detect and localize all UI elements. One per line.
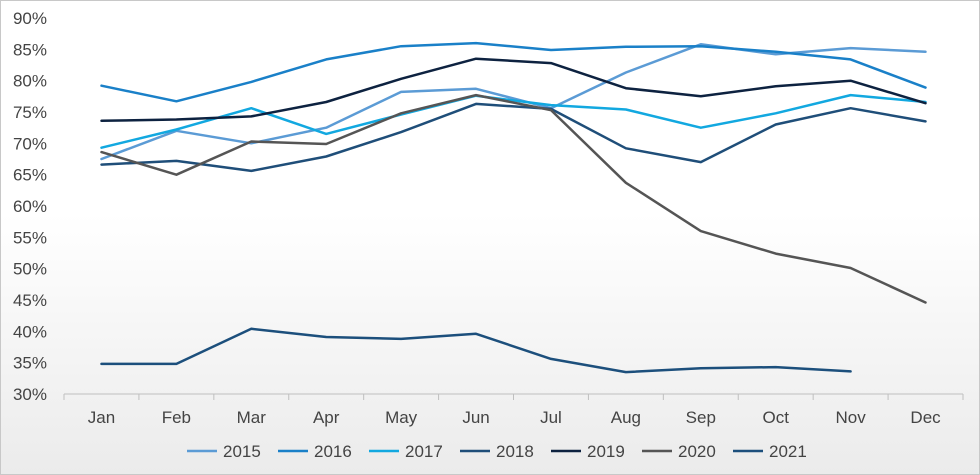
y-tick-label: 40% (13, 322, 47, 341)
series-lines (100, 41, 927, 374)
series-line-2019 (100, 57, 927, 123)
y-tick-label: 90% (13, 9, 47, 28)
y-tick-label: 75% (13, 103, 47, 122)
x-tick-label: Sep (686, 408, 716, 427)
x-tick-label: Mar (237, 408, 267, 427)
x-tick-label: Nov (836, 408, 867, 427)
y-tick-label: 65% (13, 166, 47, 185)
x-tick-label: Dec (910, 408, 941, 427)
x-axis (63, 393, 964, 400)
x-tick-label: Aug (611, 408, 641, 427)
x-tick-label: Jul (540, 408, 562, 427)
x-axis-tick-labels: Jan Feb Mar Apr May Jun Jul Aug Sep Oct Nov Dec (88, 408, 941, 427)
legend-label-2020: 2020 (678, 442, 716, 461)
y-tick-label: 50% (13, 260, 47, 279)
x-tick-label: Oct (762, 408, 789, 427)
series-line-2017 (100, 93, 927, 149)
y-axis-tick-labels: 30% 35% 40% 45% 50% 55% 60% 65% 70% 75% 80% 85% 90% (13, 9, 47, 404)
y-tick-label: 80% (13, 72, 47, 91)
y-tick-label: 30% (13, 385, 47, 404)
legend-label-2015: 2015 (223, 442, 261, 461)
y-tick-label: 85% (13, 40, 47, 59)
y-tick-label: 55% (13, 228, 47, 247)
series-line-2020 (100, 93, 927, 304)
legend: 2015 2016 2017 2018 2019 2020 2021 (187, 442, 807, 461)
legend-label-2017: 2017 (405, 442, 443, 461)
y-tick-label: 70% (13, 134, 47, 153)
x-tick-label: Apr (313, 408, 340, 427)
x-tick-label: Jun (462, 408, 489, 427)
x-tick-label: Jan (88, 408, 115, 427)
y-tick-label: 35% (13, 354, 47, 373)
y-tick-label: 60% (13, 197, 47, 216)
legend-label-2019: 2019 (587, 442, 625, 461)
legend-label-2016: 2016 (314, 442, 352, 461)
y-tick-label: 45% (13, 291, 47, 310)
x-tick-label: May (385, 408, 418, 427)
series-line-2018 (100, 102, 927, 173)
legend-label-2018: 2018 (496, 442, 534, 461)
x-tick-label: Feb (162, 408, 191, 427)
series-line-2021 (100, 327, 852, 374)
legend-label-2021: 2021 (769, 442, 807, 461)
series-line-2016 (100, 41, 927, 103)
